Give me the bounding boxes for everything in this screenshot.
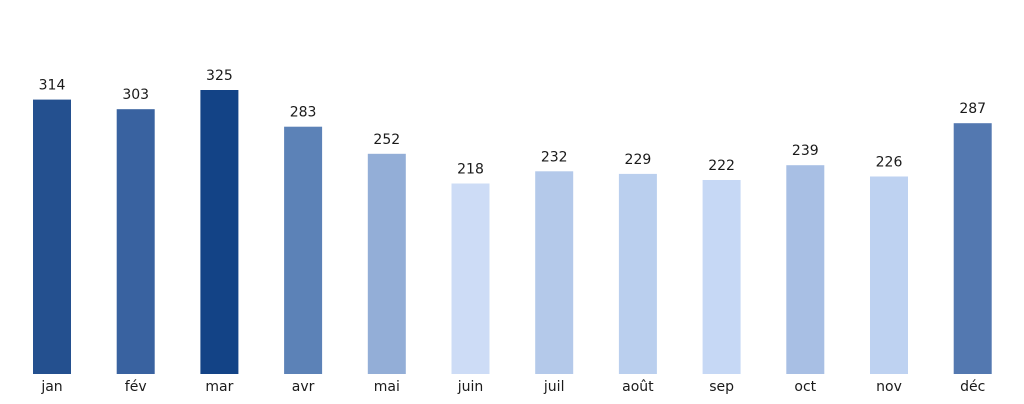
bar-11 xyxy=(953,123,992,374)
x-tick-label: août xyxy=(622,379,654,395)
bar-value-label: 229 xyxy=(625,152,652,168)
bars-group xyxy=(33,90,992,374)
bar-value-label: 226 xyxy=(876,155,903,171)
bar-4 xyxy=(367,153,406,374)
x-tick-label: nov xyxy=(876,379,902,395)
bar-7 xyxy=(618,173,657,374)
bar-value-label: 218 xyxy=(457,162,484,178)
bar-value-label: 287 xyxy=(959,101,986,117)
bar-8 xyxy=(702,180,741,374)
bar-value-label: 283 xyxy=(290,105,317,121)
bar-1 xyxy=(116,109,155,374)
bar-value-label: 239 xyxy=(792,143,819,159)
x-tick-label: mai xyxy=(374,379,400,395)
bar-5 xyxy=(451,183,490,374)
value-labels-group: 314 303 325 283 252 218 232 229 222 239 226 287 xyxy=(39,68,986,178)
bar-10 xyxy=(870,176,908,374)
x-tick-label: fév xyxy=(125,379,147,395)
x-tick-label: avr xyxy=(292,379,315,395)
bar-2 xyxy=(200,90,239,374)
x-tick-label: mar xyxy=(205,379,233,395)
bar-9 xyxy=(786,165,825,374)
bar-3 xyxy=(284,126,323,374)
x-axis-tick-labels: jan fév mar avr mai juin juil août sep oct nov déc xyxy=(40,379,985,395)
bar-value-label: 303 xyxy=(122,87,149,103)
bar-value-label: 325 xyxy=(206,68,233,84)
x-tick-label: jan xyxy=(40,379,62,395)
bar-value-label: 252 xyxy=(373,132,400,148)
bar-value-label: 314 xyxy=(39,78,66,94)
bar-0 xyxy=(33,99,71,374)
x-tick-label: déc xyxy=(960,379,985,395)
bar-value-label: 232 xyxy=(541,149,568,165)
x-tick-label: sep xyxy=(709,379,734,395)
x-tick-label: juil xyxy=(543,379,565,395)
bar-6 xyxy=(535,171,574,374)
bar-value-label: 222 xyxy=(708,158,735,174)
x-tick-label: juin xyxy=(457,379,484,395)
x-tick-label: oct xyxy=(794,379,816,395)
